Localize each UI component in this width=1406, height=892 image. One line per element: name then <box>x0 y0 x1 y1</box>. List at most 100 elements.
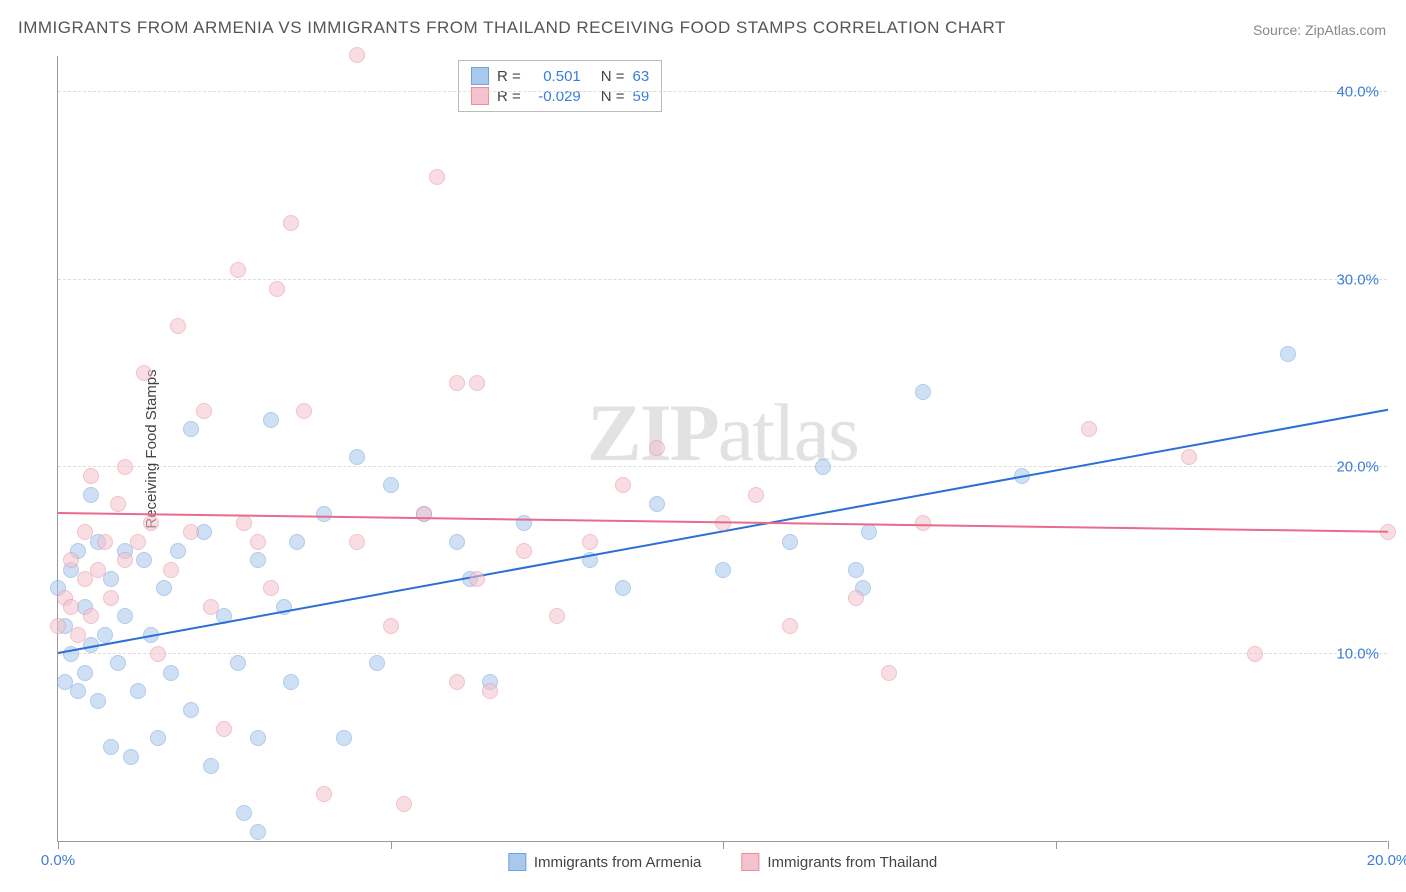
data-point <box>349 449 365 465</box>
data-point <box>516 543 532 559</box>
x-tick <box>391 841 392 849</box>
data-point <box>250 552 266 568</box>
data-point <box>103 571 119 587</box>
stats-row: R =0.501N =63 <box>471 67 649 85</box>
data-point <box>203 758 219 774</box>
data-point <box>150 646 166 662</box>
data-point <box>449 375 465 391</box>
data-point <box>183 421 199 437</box>
data-point <box>117 552 133 568</box>
data-point <box>170 543 186 559</box>
data-point <box>296 403 312 419</box>
data-point <box>369 655 385 671</box>
data-point <box>50 618 66 634</box>
data-point <box>183 524 199 540</box>
data-point <box>482 683 498 699</box>
data-point <box>915 515 931 531</box>
data-point <box>90 562 106 578</box>
data-point <box>861 524 877 540</box>
x-tick-label: 0.0% <box>41 852 75 869</box>
data-point <box>83 468 99 484</box>
data-point <box>103 739 119 755</box>
legend-item: Immigrants from Armenia <box>508 853 702 871</box>
data-point <box>143 515 159 531</box>
data-point <box>183 702 199 718</box>
y-tick-label: 30.0% <box>1336 271 1379 288</box>
data-point <box>196 403 212 419</box>
data-point <box>1081 421 1097 437</box>
chart-title: IMMIGRANTS FROM ARMENIA VS IMMIGRANTS FR… <box>18 18 1006 38</box>
data-point <box>236 805 252 821</box>
data-point <box>83 487 99 503</box>
trend-line <box>58 409 1388 654</box>
data-point <box>130 534 146 550</box>
data-point <box>136 552 152 568</box>
data-point <box>336 730 352 746</box>
data-point <box>230 262 246 278</box>
gridline <box>58 91 1387 92</box>
data-point <box>117 608 133 624</box>
data-point <box>848 562 864 578</box>
stats-row: R =-0.029N =59 <box>471 87 649 105</box>
data-point <box>915 384 931 400</box>
data-point <box>97 534 113 550</box>
gridline <box>58 279 1387 280</box>
correlation-stats-box: R =0.501N =63 R =-0.029N =59 <box>458 60 662 112</box>
data-point <box>289 534 305 550</box>
data-point <box>469 571 485 587</box>
data-point <box>117 459 133 475</box>
data-point <box>748 487 764 503</box>
data-point <box>469 375 485 391</box>
data-point <box>163 562 179 578</box>
data-point <box>615 580 631 596</box>
data-point <box>782 618 798 634</box>
swatch-icon <box>508 853 526 871</box>
data-point <box>615 477 631 493</box>
data-point <box>269 281 285 297</box>
data-point <box>123 749 139 765</box>
scatter-plot: Receiving Food Stamps ZIPatlas R =0.501N… <box>57 56 1387 842</box>
data-point <box>97 627 113 643</box>
data-point <box>582 534 598 550</box>
x-tick <box>723 841 724 849</box>
data-point <box>449 674 465 690</box>
data-point <box>70 627 86 643</box>
source-label: Source: ZipAtlas.com <box>1253 22 1386 38</box>
data-point <box>449 534 465 550</box>
data-point <box>1280 346 1296 362</box>
legend-label: Immigrants from Thailand <box>767 854 937 871</box>
data-point <box>77 665 93 681</box>
data-point <box>649 440 665 456</box>
data-point <box>70 683 86 699</box>
data-point <box>782 534 798 550</box>
y-axis-label: Receiving Food Stamps <box>143 369 160 528</box>
data-point <box>349 534 365 550</box>
gridline <box>58 466 1387 467</box>
data-point <box>130 683 146 699</box>
data-point <box>103 590 119 606</box>
data-point <box>649 496 665 512</box>
data-point <box>1181 449 1197 465</box>
swatch-icon <box>471 67 489 85</box>
data-point <box>156 580 172 596</box>
y-tick-label: 10.0% <box>1336 645 1379 662</box>
data-point <box>263 580 279 596</box>
data-point <box>283 674 299 690</box>
data-point <box>236 515 252 531</box>
data-point <box>163 665 179 681</box>
data-point <box>316 506 332 522</box>
data-point <box>383 618 399 634</box>
data-point <box>83 608 99 624</box>
data-point <box>429 169 445 185</box>
data-point <box>90 693 106 709</box>
data-point <box>250 534 266 550</box>
data-point <box>316 786 332 802</box>
data-point <box>110 655 126 671</box>
data-point <box>216 721 232 737</box>
data-point <box>150 730 166 746</box>
data-point <box>715 562 731 578</box>
data-point <box>63 552 79 568</box>
data-point <box>250 824 266 840</box>
y-tick-label: 20.0% <box>1336 458 1379 475</box>
x-tick <box>1056 841 1057 849</box>
